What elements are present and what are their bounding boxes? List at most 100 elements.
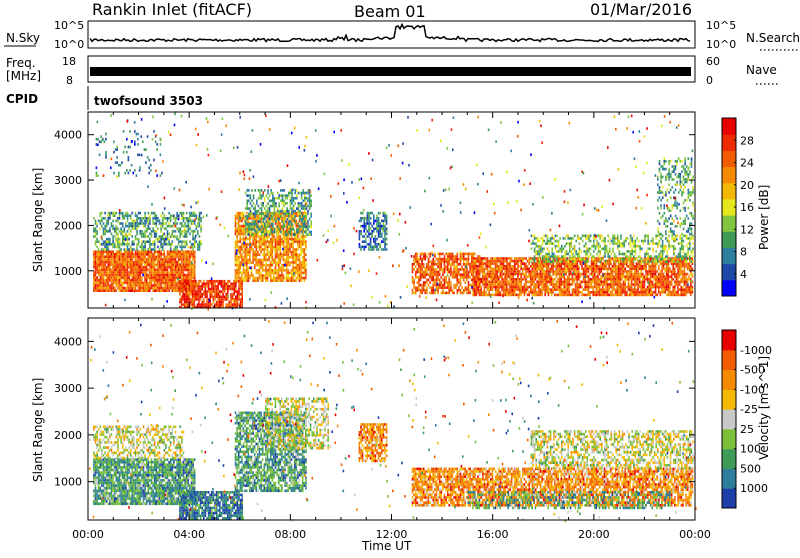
echo-cell: [127, 220, 129, 223]
echo-cell: [109, 238, 111, 241]
echo-cell: [567, 275, 569, 278]
echo-cell: [270, 189, 272, 192]
echo-cell: [119, 271, 121, 274]
echo-cell: [267, 192, 269, 195]
echo-cell: [241, 243, 243, 246]
echo-cell: [376, 222, 378, 225]
echo-cell: [214, 298, 216, 301]
echo-cell: [114, 274, 116, 277]
echo-cell: [275, 197, 277, 200]
echo-cell: [524, 278, 526, 281]
echo-cell: [466, 263, 468, 266]
echo-cell: [299, 240, 301, 243]
echo-cell: [196, 225, 198, 228]
echo-cell: [562, 283, 564, 286]
echo-cell: [283, 202, 285, 205]
echo-cell: [573, 281, 575, 284]
echo-cell: [176, 256, 178, 259]
echo-cell: [469, 284, 471, 287]
echo-cell: [183, 250, 185, 253]
echo-cell: [511, 265, 513, 268]
echo-cell: [104, 225, 106, 228]
echo-cell: [201, 301, 203, 304]
echo-cell: [302, 228, 304, 231]
echo-cell: [290, 228, 292, 231]
echo-cell: [173, 276, 175, 279]
echo-cell: [119, 266, 121, 269]
echo-cell: [294, 269, 296, 272]
echo-cell: [421, 268, 423, 271]
echo-cell: [128, 266, 130, 269]
echo-cell: [588, 294, 590, 297]
echo-cell: [310, 223, 312, 226]
echo-cell: [286, 233, 288, 236]
echo-cell: [375, 227, 377, 230]
echo-cell: [379, 246, 381, 249]
echo-cell: [300, 269, 302, 272]
echo-cell: [307, 200, 309, 203]
echo-cell: [428, 266, 430, 269]
echo-cell: [167, 266, 169, 269]
echo-cell: [359, 220, 361, 223]
echo-cell: [310, 226, 312, 229]
echo-cell: [238, 290, 240, 293]
echo-cell: [124, 274, 126, 277]
echo-cell: [412, 268, 414, 271]
echo-cell: [133, 266, 135, 269]
echo-cell: [441, 276, 443, 279]
echo-cell: [480, 268, 482, 271]
echo-cell: [297, 272, 299, 275]
echo-cell: [195, 285, 197, 288]
echo-cell: [453, 258, 455, 261]
echo-cell: [282, 220, 284, 223]
echo-cell: [273, 259, 275, 262]
echo-cell: [136, 266, 138, 269]
echo-cell: [431, 260, 433, 263]
echo-cell: [487, 260, 489, 263]
echo-cell: [516, 283, 518, 286]
echo-cell: [560, 286, 562, 289]
echo-cell: [302, 233, 304, 236]
echo-cell: [119, 253, 121, 256]
echo-cell: [564, 265, 566, 268]
echo-cell: [536, 262, 538, 265]
echo-cell: [184, 276, 186, 279]
echo-cell: [262, 264, 264, 267]
echo-cell: [148, 222, 150, 225]
echo-cell: [254, 215, 256, 218]
echo-cell: [141, 284, 143, 287]
echo-cell: [485, 283, 487, 286]
echo-cell: [259, 197, 261, 200]
echo-cell: [130, 246, 132, 249]
echo-cell: [191, 243, 193, 246]
echo-cell: [578, 283, 580, 286]
echo-cell: [159, 282, 161, 285]
echo-cell: [291, 272, 293, 275]
echo-cell: [193, 293, 195, 296]
echo-cell: [219, 296, 221, 299]
echo-cell: [272, 279, 274, 282]
echo-cell: [540, 291, 542, 294]
echo-cell: [305, 243, 307, 246]
echo-cell: [480, 270, 482, 273]
echo-cell: [172, 250, 174, 253]
echo-cell: [238, 285, 240, 288]
echo-cell: [111, 289, 113, 292]
echo-cell: [272, 200, 274, 203]
echo-cell: [583, 281, 585, 284]
echo-cell: [307, 197, 309, 200]
echo-cell: [466, 276, 468, 279]
echo-cell: [254, 220, 256, 223]
echo-cell: [189, 288, 191, 291]
echo-cell: [465, 258, 467, 261]
echo-cell: [300, 264, 302, 267]
echo-cell: [418, 284, 420, 287]
echo-cell: [594, 268, 596, 271]
echo-cell: [461, 273, 463, 276]
echo-cell: [461, 268, 463, 271]
echo-cell: [120, 279, 122, 282]
echo-cell: [266, 194, 268, 197]
echo-cell: [492, 286, 494, 289]
echo-cell: [453, 292, 455, 295]
echo-cell: [170, 256, 172, 259]
